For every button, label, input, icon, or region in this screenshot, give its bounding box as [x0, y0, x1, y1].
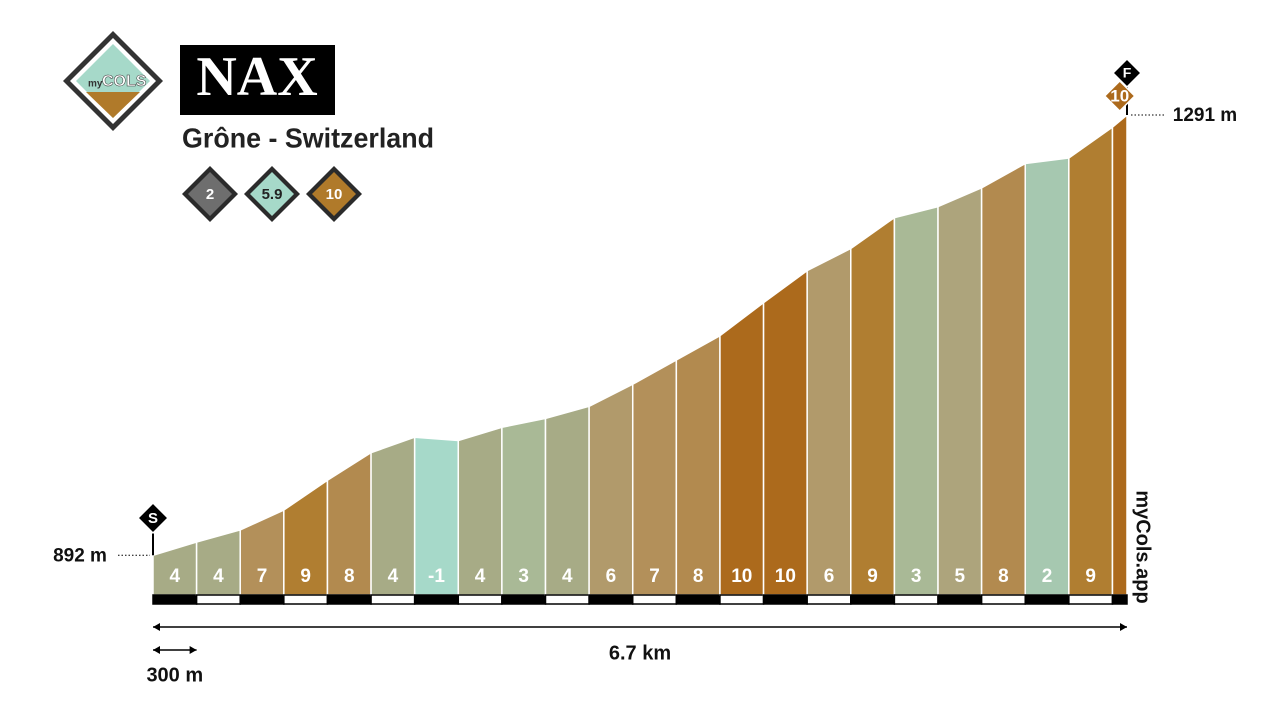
badges: 2 5.9 10	[182, 166, 362, 222]
profile-segment	[1111, 113, 1128, 596]
logo-prefix: my	[88, 79, 103, 90]
gradient-label: 9	[867, 566, 878, 587]
elevation-label: 892 m	[53, 545, 107, 566]
plot: 4 4 7 9 8 4 -1 4 3 4 6 7 8 10 10 6 9 3 5 8 2 9 S F 10 892 m 1291 m…	[53, 57, 1237, 686]
gradient-label: 9	[1085, 566, 1096, 587]
gradient-label: 4	[388, 566, 399, 587]
scale-label: 300 m	[146, 664, 203, 686]
distance-bar	[239, 594, 285, 605]
start-marker	[136, 501, 170, 535]
profile-segment	[937, 186, 983, 596]
finish-label: F	[1123, 65, 1132, 81]
gradient-label: 2	[1042, 566, 1053, 587]
logo: my COLS	[63, 31, 163, 131]
badge-label: 5.9	[262, 186, 283, 203]
profile-segment	[1068, 125, 1114, 596]
distance-bar	[1111, 594, 1128, 605]
scale-arrow-head	[153, 646, 160, 654]
distance-bar	[457, 594, 503, 605]
logo-band	[94, 70, 136, 92]
badge	[188, 172, 232, 216]
gradient-label: 5	[955, 566, 966, 587]
start-label: S	[148, 510, 158, 527]
gradient-label: 4	[213, 566, 224, 587]
profile-segment	[806, 247, 852, 596]
gradient-label: 8	[344, 566, 355, 587]
distance-bar	[413, 594, 460, 605]
distance-bar	[980, 594, 1026, 605]
distance-bar	[719, 594, 765, 605]
profile-segment	[850, 216, 896, 596]
source-label: myCols.app	[1132, 490, 1154, 603]
chart-title: NAX	[196, 46, 317, 108]
gradient-label: 3	[518, 566, 529, 587]
distance-bar	[195, 594, 241, 605]
distance-bar	[152, 594, 198, 605]
gradient-label: 4	[475, 566, 486, 587]
distance-bar	[588, 594, 634, 605]
gradient-label: 10	[731, 566, 752, 587]
profile-segment	[675, 334, 721, 596]
title-box	[180, 45, 335, 115]
profile-segment	[1024, 157, 1070, 596]
gradient-label: 4	[170, 566, 181, 587]
gradient-label: 6	[824, 566, 835, 587]
gradient-label: 8	[998, 566, 1009, 587]
finish-marker	[1111, 57, 1143, 89]
badge	[250, 172, 294, 216]
profile-segment	[762, 269, 808, 596]
distance-arrow-head	[153, 623, 160, 631]
scale-arrow-head	[189, 646, 197, 654]
logo-mountain	[86, 92, 140, 118]
profile-segment	[631, 358, 678, 596]
distance-label: 6.7 km	[609, 642, 671, 664]
badge-label: 2	[206, 186, 214, 203]
distance-bar	[501, 594, 547, 605]
distance-bar	[283, 594, 329, 605]
distance-bar	[806, 594, 852, 605]
gradient-label: 9	[300, 566, 311, 587]
gradient-label: 3	[911, 566, 922, 587]
distance-bar	[850, 594, 896, 605]
distance-arrow-head	[1120, 623, 1127, 631]
profile-segment	[588, 383, 634, 596]
distance-bar	[544, 594, 590, 605]
gradient-badge	[1103, 79, 1136, 113]
gradient-label: 7	[257, 566, 268, 587]
profile-segment	[719, 301, 765, 596]
distance-bar	[1024, 594, 1070, 605]
distance-bar	[370, 594, 416, 605]
badge-label: 10	[326, 186, 343, 203]
distance-bar	[631, 594, 678, 605]
gradient-label: 7	[649, 566, 660, 587]
distance-bar	[675, 594, 721, 605]
distance-bar	[893, 594, 939, 605]
logo-name: COLS	[102, 73, 147, 90]
profile-segment	[980, 162, 1026, 596]
gradient-label: -1	[428, 566, 445, 587]
profile-segment	[893, 205, 939, 596]
gradient-label: 4	[562, 566, 573, 587]
distance-bar	[326, 594, 372, 605]
distance-bar	[762, 594, 808, 605]
distance-bar	[937, 594, 983, 605]
gradient-label: 6	[606, 566, 617, 587]
distance-bar	[1068, 594, 1114, 605]
gradient-label: 10	[1110, 86, 1129, 105]
elevation-label: 1291 m	[1173, 105, 1237, 126]
badge	[312, 172, 356, 216]
gradient-label: 8	[693, 566, 704, 587]
gradient-label: 10	[775, 566, 796, 587]
chart-subtitle: Grône - Switzerland	[182, 122, 434, 153]
